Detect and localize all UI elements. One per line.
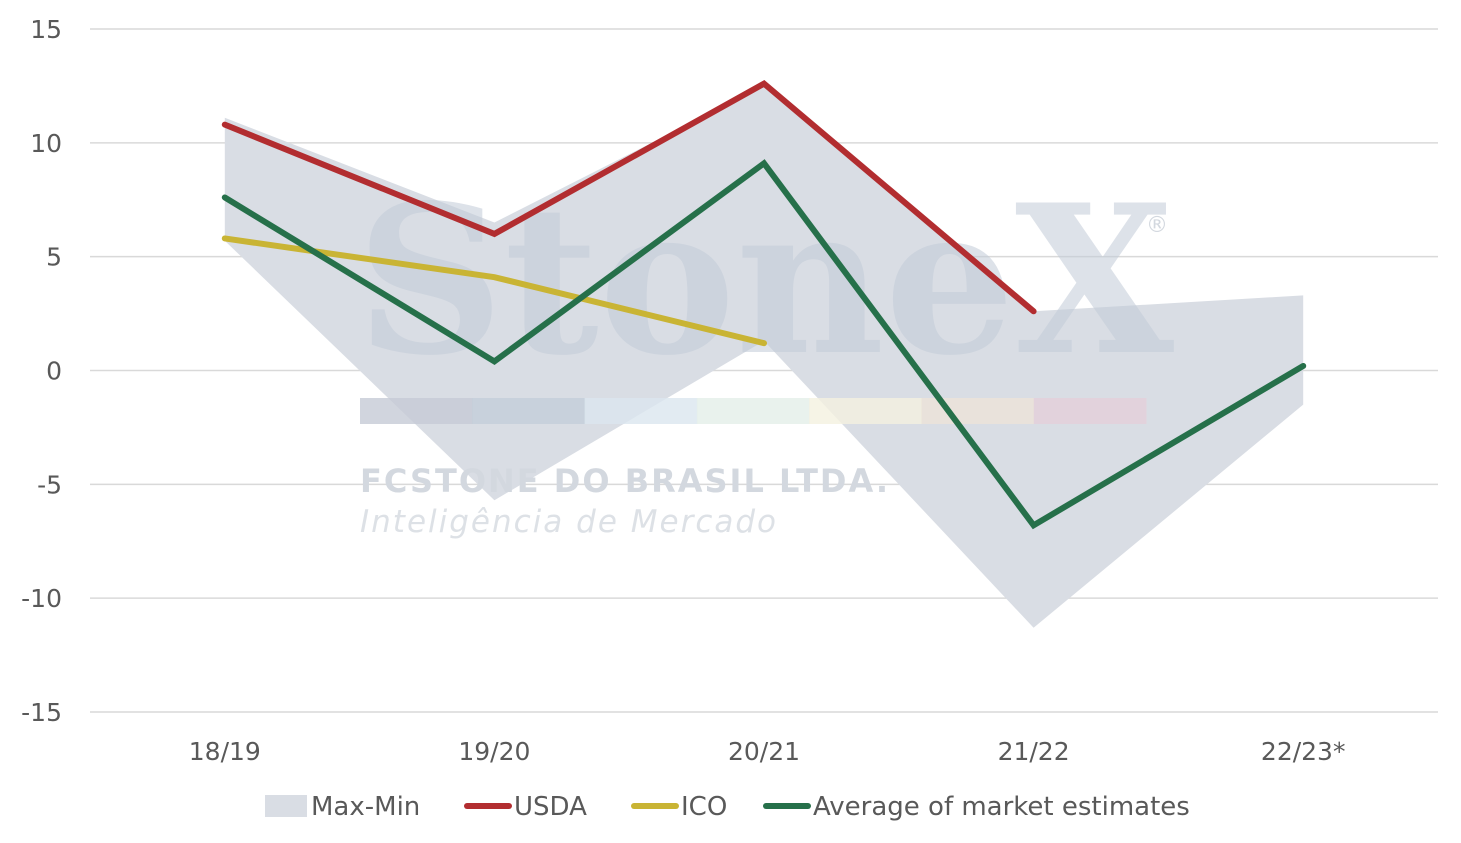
- x-tick-label: 21/22: [998, 737, 1070, 766]
- watermark-band-segment: [584, 398, 698, 424]
- watermark-color-band: [360, 398, 1147, 424]
- y-tick-label: 5: [46, 243, 62, 272]
- watermark-band-segment: [360, 398, 473, 424]
- y-axis-tick-labels: 15 10 5 0 -5 -10 -15: [21, 15, 62, 727]
- y-tick-label: 15: [30, 15, 62, 44]
- watermark-band-segment: [696, 398, 810, 424]
- x-tick-label: 22/23*: [1261, 737, 1346, 766]
- legend-swatch-max-min: [265, 795, 307, 817]
- watermark-band-segment: [472, 398, 586, 424]
- y-tick-label: 10: [30, 129, 62, 158]
- x-axis-tick-labels: 18/19 19/20 20/21 21/22 22/23*: [189, 737, 1346, 766]
- max-min-band: [224, 85, 1304, 628]
- watermark-band-segment: [1033, 398, 1147, 424]
- legend-label-average-of-market-estimates: Average of market estimates: [813, 792, 1190, 822]
- legend-label-ico: ICO: [681, 792, 727, 822]
- y-tick-label: -15: [21, 698, 62, 727]
- watermark-registered-mark: ®: [1146, 213, 1168, 238]
- max-min-band-layer: [224, 85, 1304, 628]
- legend: Max-Min USDA ICO Average of market estimate…: [265, 792, 1190, 822]
- watermark-department: Inteligência de Mercado: [360, 504, 778, 540]
- x-tick-label: 18/19: [189, 737, 261, 766]
- watermark-company: FCSTONE DO BRASIL LTDA.: [360, 462, 890, 500]
- series-line-usda: [221, 80, 1037, 315]
- y-tick-label: -5: [37, 470, 62, 499]
- y-tick-label: 0: [46, 357, 62, 386]
- watermark-band-segment: [809, 398, 922, 424]
- y-tick-label: -10: [21, 584, 62, 613]
- x-tick-label: 20/21: [728, 737, 800, 766]
- legend-label-max-min: Max-Min: [311, 792, 420, 822]
- watermark-brand: StoneX: [356, 161, 1174, 401]
- x-tick-label: 19/20: [458, 737, 530, 766]
- legend-label-usda: USDA: [514, 792, 587, 822]
- series-lines: [221, 80, 1307, 530]
- series-line-average-of-market-estimates: [221, 159, 1307, 530]
